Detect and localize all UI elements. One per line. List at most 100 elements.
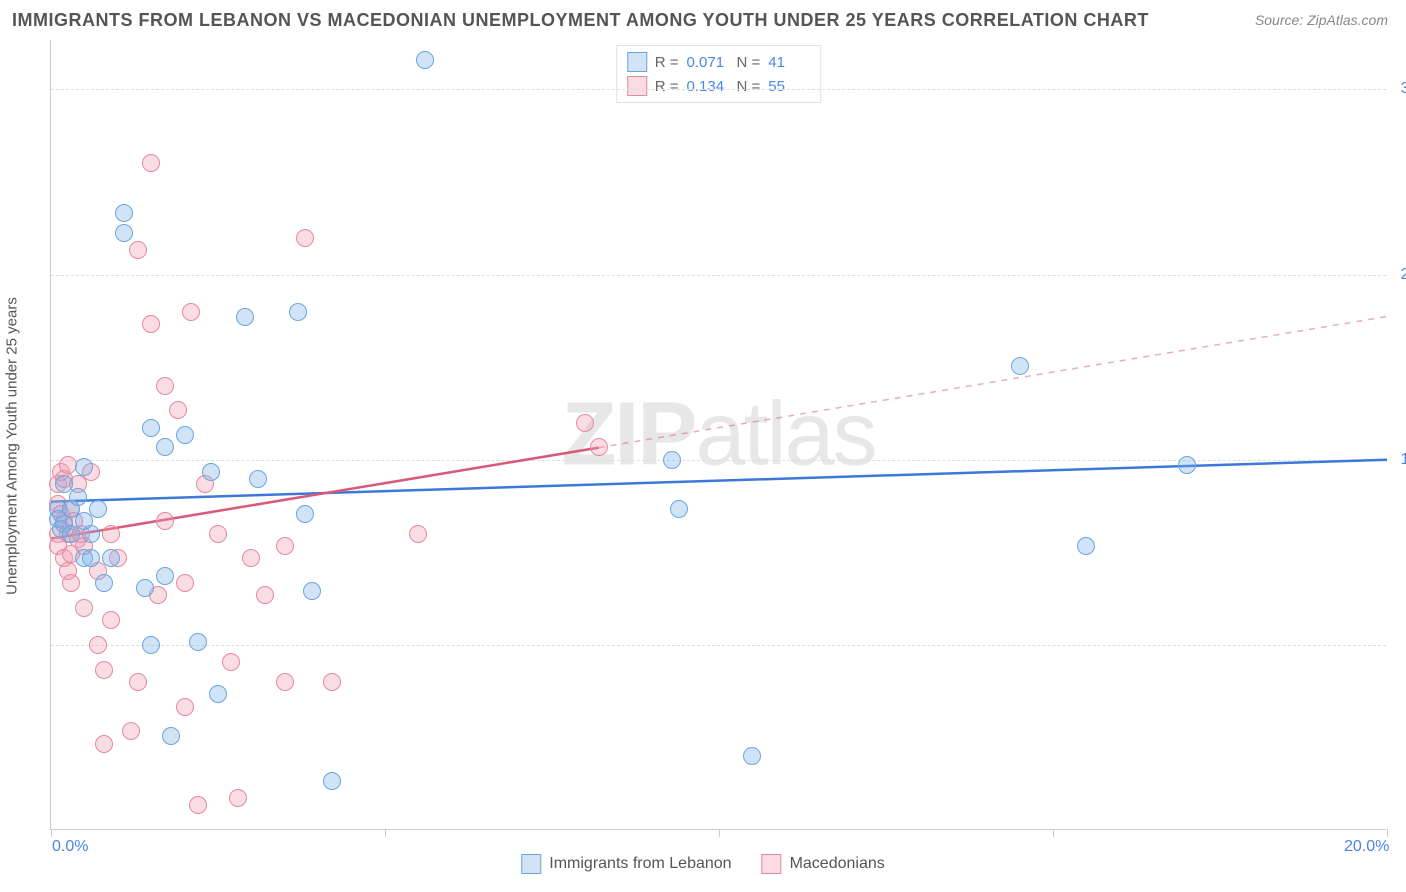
data-point [663,451,681,469]
r-label: R = [655,54,679,71]
data-point [590,438,608,456]
data-point [69,488,87,506]
data-point [142,315,160,333]
r-value-lebanon: 0.071 [687,54,729,71]
data-point [323,673,341,691]
data-point [82,525,100,543]
data-point [156,438,174,456]
data-point [102,611,120,629]
gridline [51,275,1386,276]
data-point [136,579,154,597]
swatch-lebanon [521,854,541,874]
y-axis-label: Unemployment Among Youth under 25 years [4,297,21,595]
series-legend: Immigrants from Lebanon Macedonians [521,854,884,874]
data-point [95,735,113,753]
data-point [276,673,294,691]
data-point [189,633,207,651]
data-point [95,661,113,679]
n-value-lebanon: 41 [768,54,810,71]
data-point [249,470,267,488]
data-point [129,241,147,259]
data-point [89,636,107,654]
data-point [82,549,100,567]
data-point [169,401,187,419]
legend-label-macedonians: Macedonians [790,855,885,873]
watermark: ZIPatlas [561,383,875,486]
n-label: N = [737,54,761,71]
chart-title: IMMIGRANTS FROM LEBANON VS MACEDONIAN UN… [12,10,1149,31]
trendlines [51,40,1387,830]
x-tick-label: 20.0% [1344,838,1389,856]
data-point [115,224,133,242]
legend-label-lebanon: Immigrants from Lebanon [549,855,731,873]
data-point [156,512,174,530]
legend-item-macedonians: Macedonians [762,854,885,874]
data-point [242,549,260,567]
data-point [409,525,427,543]
data-point [296,505,314,523]
x-tick [719,829,720,837]
x-tick-label: 0.0% [52,838,88,856]
trendline-solid-1 [51,448,599,539]
y-tick-label: 30.0% [1391,80,1406,98]
y-tick-label: 15.0% [1391,451,1406,469]
data-point [416,51,434,69]
x-tick [385,829,386,837]
gridline [51,89,1386,90]
swatch-macedonians [627,76,647,96]
data-point [115,204,133,222]
data-point [1011,357,1029,375]
data-point [182,303,200,321]
data-point [296,229,314,247]
stats-row-macedonians: R = 0.134 N = 55 [627,74,811,98]
data-point [222,653,240,671]
n-value-macedonians: 55 [768,78,810,95]
x-tick [51,829,52,837]
n-label: N = [737,78,761,95]
data-point [209,685,227,703]
data-point [202,463,220,481]
data-point [75,458,93,476]
data-point [1178,456,1196,474]
watermark-bold: ZIP [561,384,695,484]
data-point [236,308,254,326]
r-value-macedonians: 0.134 [687,78,729,95]
data-point [176,698,194,716]
data-point [256,586,274,604]
data-point [1077,537,1095,555]
source-attribution: Source: ZipAtlas.com [1255,12,1388,28]
data-point [95,574,113,592]
plot-area: ZIPatlas R = 0.071 N = 41 R = 0.134 N = … [50,40,1386,830]
data-point [176,426,194,444]
data-point [576,414,594,432]
swatch-lebanon [627,52,647,72]
data-point [102,525,120,543]
x-tick [1053,829,1054,837]
data-point [142,154,160,172]
gridline [51,645,1386,646]
y-tick-label: 7.5% [1391,636,1406,654]
legend-item-lebanon: Immigrants from Lebanon [521,854,731,874]
swatch-macedonians [762,854,782,874]
data-point [323,772,341,790]
data-point [303,582,321,600]
data-point [156,377,174,395]
data-point [59,456,77,474]
data-point [129,673,147,691]
watermark-light: atlas [695,384,875,484]
data-point [102,549,120,567]
data-point [62,574,80,592]
data-point [162,727,180,745]
data-point [743,747,761,765]
data-point [189,796,207,814]
data-point [289,303,307,321]
chart-container: IMMIGRANTS FROM LEBANON VS MACEDONIAN UN… [0,0,1406,892]
data-point [670,500,688,518]
y-tick-label: 22.5% [1391,266,1406,284]
trendline-dashed-1 [599,317,1387,448]
data-point [89,500,107,518]
data-point [276,537,294,555]
data-point [156,567,174,585]
data-point [209,525,227,543]
data-point [142,636,160,654]
